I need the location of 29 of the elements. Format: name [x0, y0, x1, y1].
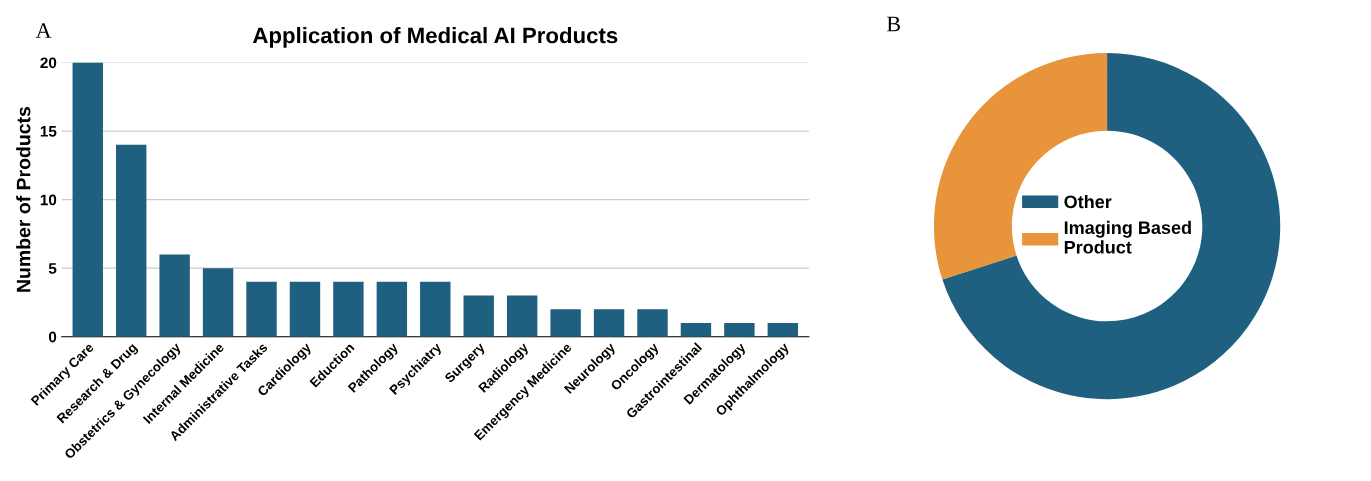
bar — [116, 144, 147, 337]
bar — [506, 295, 538, 337]
y-tick-label: 10 — [40, 194, 57, 206]
text: B — [886, 16, 901, 32]
donut-slice — [942, 52, 1281, 400]
bar — [202, 268, 234, 337]
bar — [680, 322, 712, 337]
y-tick-label: 15 — [40, 126, 57, 137]
y-tick-label: 0 — [48, 331, 57, 343]
legend-label: Imaging Based Product — [1064, 220, 1191, 254]
bar — [246, 281, 277, 337]
bar — [637, 309, 668, 337]
y-tick-label: 20 — [40, 57, 57, 69]
y-tick-label: 5 — [48, 263, 57, 274]
bar — [724, 322, 755, 337]
bar — [593, 309, 625, 337]
chart-title: Application of Medical AI Products — [252, 26, 618, 48]
legend-label: Other — [1064, 194, 1112, 209]
bar — [767, 322, 799, 337]
bar — [550, 309, 581, 337]
bar — [72, 62, 103, 337]
bar — [420, 281, 451, 337]
bar — [376, 281, 408, 337]
bar — [333, 281, 364, 337]
bar — [159, 254, 190, 337]
bar — [463, 295, 494, 337]
bar — [289, 281, 321, 337]
text: A — [35, 23, 52, 38]
y-axis-title: Number of Products — [16, 106, 31, 292]
